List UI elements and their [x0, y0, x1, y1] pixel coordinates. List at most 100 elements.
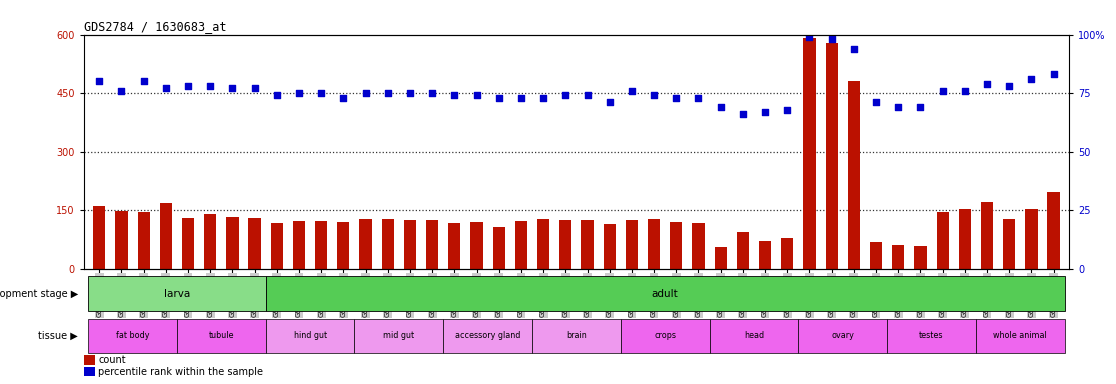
Point — [645, 93, 663, 99]
Point — [423, 90, 441, 96]
Text: hind gut: hind gut — [294, 331, 327, 341]
Point — [246, 85, 263, 91]
Text: brain: brain — [566, 331, 587, 341]
Point — [934, 88, 952, 94]
Point — [378, 90, 396, 96]
Bar — [981, 202, 993, 269]
Bar — [88, 319, 177, 353]
Bar — [449, 223, 461, 269]
Bar — [936, 212, 949, 269]
Point — [712, 104, 730, 110]
Text: development stage ▶: development stage ▶ — [0, 289, 78, 299]
Bar — [177, 319, 266, 353]
Text: accessory gland: accessory gland — [455, 331, 520, 341]
Point — [535, 95, 552, 101]
Bar — [182, 218, 194, 269]
Bar — [271, 223, 282, 269]
Bar — [227, 217, 239, 269]
Bar — [1026, 209, 1038, 269]
Bar — [975, 319, 1065, 353]
Bar — [426, 220, 439, 269]
Text: tubule: tubule — [209, 331, 234, 341]
Point — [845, 46, 863, 52]
Point — [268, 93, 286, 99]
Point — [335, 95, 353, 101]
Bar — [443, 319, 532, 353]
Bar — [204, 214, 217, 269]
Point — [600, 99, 618, 106]
Bar — [604, 223, 616, 269]
Bar — [914, 246, 926, 269]
Text: GDS2784 / 1630683_at: GDS2784 / 1630683_at — [84, 20, 227, 33]
Point — [623, 88, 641, 94]
Bar — [355, 319, 443, 353]
Point — [90, 78, 108, 84]
Bar — [315, 221, 327, 269]
Bar — [581, 220, 594, 269]
Point — [956, 88, 974, 94]
Bar — [1003, 219, 1016, 269]
Bar — [804, 38, 816, 269]
Bar — [870, 242, 882, 269]
Point — [357, 90, 375, 96]
Point — [223, 85, 241, 91]
Point — [1022, 76, 1040, 82]
Point — [889, 104, 907, 110]
Bar — [671, 222, 682, 269]
Bar — [737, 232, 749, 269]
Point — [1045, 71, 1062, 78]
Point — [312, 90, 330, 96]
Bar — [710, 319, 798, 353]
Text: tissue ▶: tissue ▶ — [38, 331, 78, 341]
Bar — [826, 43, 838, 269]
Bar — [559, 220, 571, 269]
Bar — [337, 222, 349, 269]
Bar — [892, 245, 904, 269]
Text: percentile rank within the sample: percentile rank within the sample — [98, 367, 263, 377]
Text: larva: larva — [164, 289, 190, 299]
Bar — [848, 81, 860, 269]
Bar — [887, 319, 975, 353]
Text: fat body: fat body — [116, 331, 150, 341]
Point — [578, 93, 596, 99]
Bar — [959, 209, 971, 269]
Text: adult: adult — [652, 289, 679, 299]
Point — [978, 81, 995, 87]
Text: count: count — [98, 355, 126, 365]
Point — [867, 99, 885, 106]
Point — [690, 95, 708, 101]
Bar — [160, 203, 172, 269]
Bar — [249, 218, 261, 269]
Bar — [537, 219, 549, 269]
Bar — [88, 276, 266, 311]
Text: whole animal: whole animal — [993, 331, 1047, 341]
Bar — [714, 247, 727, 269]
Text: mid gut: mid gut — [383, 331, 414, 341]
Bar — [759, 241, 771, 269]
Point — [445, 93, 463, 99]
Point — [512, 95, 530, 101]
Bar — [1048, 192, 1060, 269]
Bar — [492, 227, 504, 269]
Point — [1000, 83, 1018, 89]
Bar — [93, 206, 105, 269]
Bar — [266, 319, 355, 353]
Bar — [532, 319, 620, 353]
Bar — [266, 276, 1065, 311]
Bar — [692, 223, 704, 269]
Point — [401, 90, 418, 96]
Text: testes: testes — [920, 331, 944, 341]
Bar — [115, 211, 127, 269]
Point — [757, 109, 775, 115]
Point — [800, 34, 818, 40]
Point — [912, 104, 930, 110]
Bar — [781, 238, 793, 269]
Bar — [620, 319, 710, 353]
Text: ovary: ovary — [831, 331, 854, 341]
Bar — [359, 219, 372, 269]
Bar — [137, 212, 150, 269]
Point — [179, 83, 196, 89]
Point — [557, 93, 575, 99]
Bar — [382, 219, 394, 269]
Bar — [292, 221, 305, 269]
